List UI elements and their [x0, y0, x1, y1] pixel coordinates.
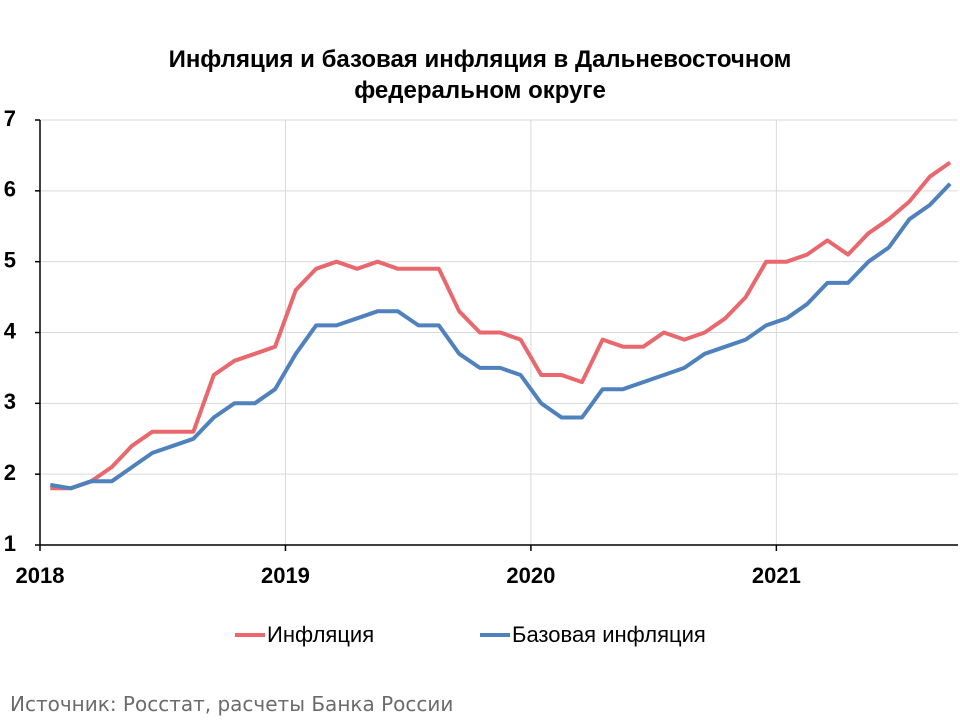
y-tick-label: 6 — [4, 177, 16, 202]
legend-label: Базовая инфляция — [512, 622, 706, 647]
x-tick-label: 2020 — [506, 563, 555, 588]
y-tick-label: 4 — [4, 318, 17, 343]
x-tick-label: 2021 — [752, 563, 801, 588]
x-tick-label: 2019 — [261, 563, 310, 588]
y-tick-label: 1 — [4, 531, 16, 556]
y-tick-label: 3 — [4, 389, 16, 414]
line-series — [50, 160, 952, 491]
line-series — [49, 182, 952, 491]
x-tick-label: 2018 — [16, 563, 65, 588]
chart-title: Инфляция и базовая инфляция в Дальневост… — [168, 46, 792, 104]
y-tick-label: 7 — [4, 106, 16, 131]
y-tick-label: 2 — [4, 460, 16, 485]
source-note: Источник: Росстат, расчеты Банка России — [10, 692, 454, 716]
chart: 1 2 3 4 5 6 7 2018 2019 2020 2021 Инфляция Базовая и… — [4, 106, 958, 647]
legend-label: Инфляция — [267, 622, 374, 647]
y-tick-label: 5 — [4, 247, 16, 272]
